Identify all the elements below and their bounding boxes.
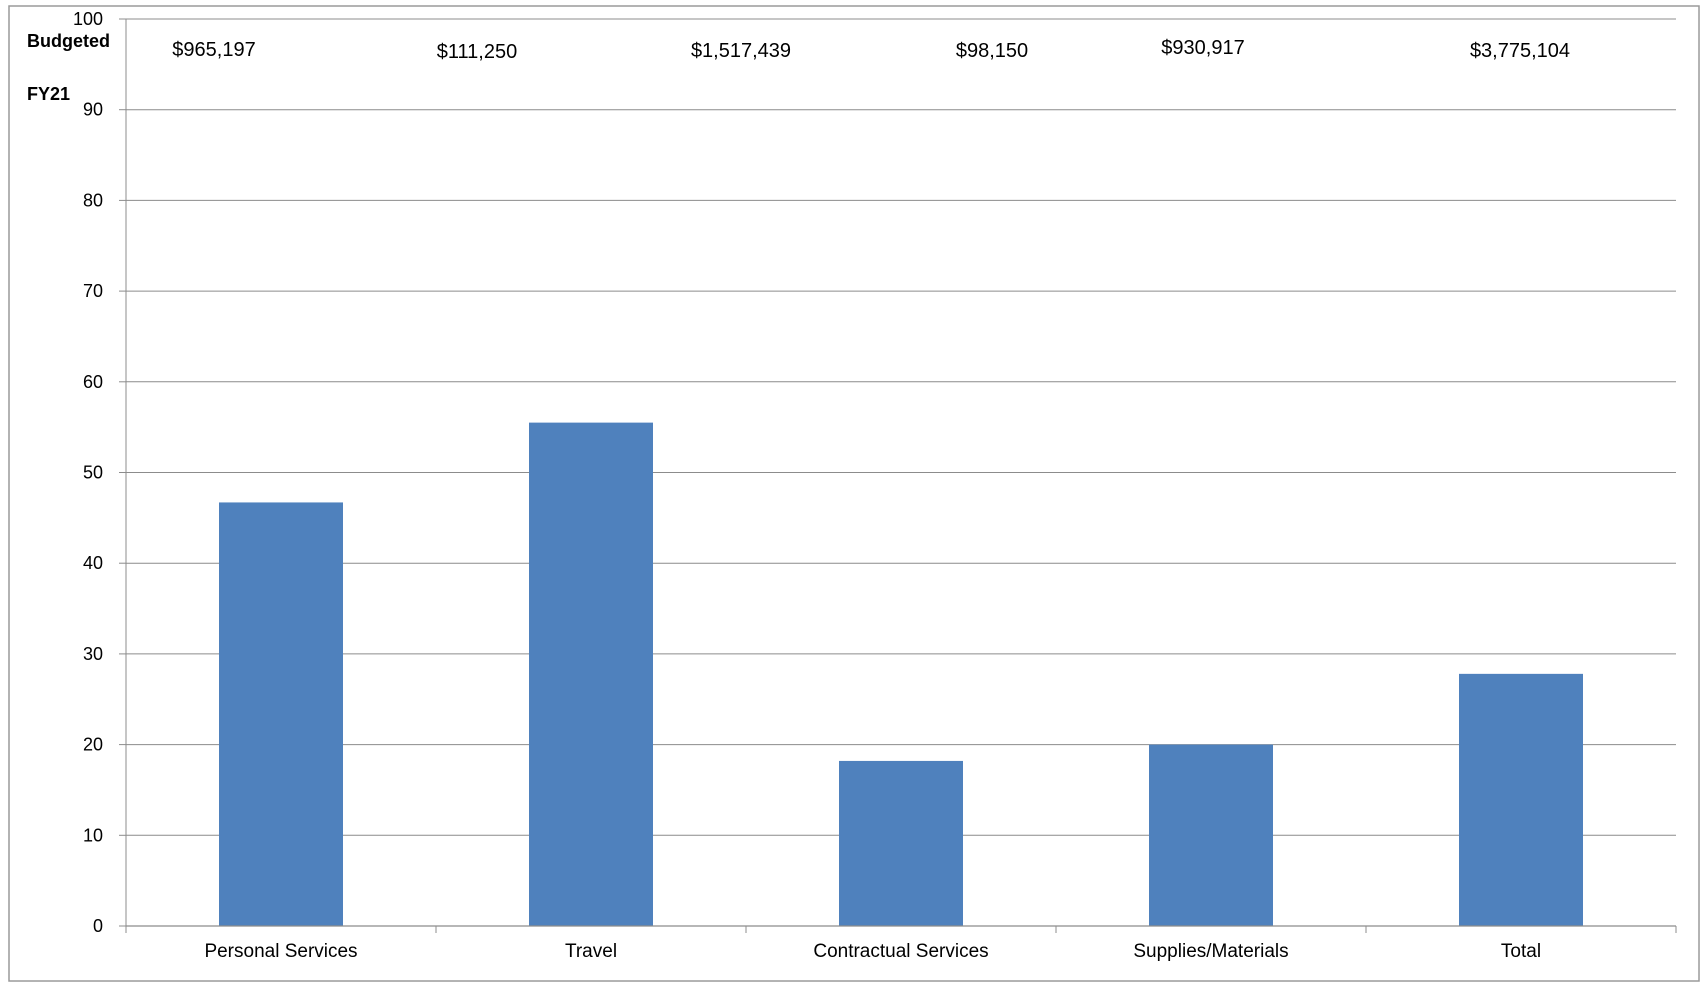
budget-value: $1,517,439 — [691, 40, 791, 62]
budget-value: $111,250 — [437, 41, 517, 63]
y-tick-label: 50 — [83, 463, 103, 483]
y-tick-label: 30 — [83, 644, 103, 664]
budget-value: $965,197 — [172, 39, 255, 61]
budget-row: $965,197 $111,250 $1,517,439 $98,150 $930,91… — [172, 37, 1570, 63]
bar — [219, 502, 343, 926]
y-tick-label: 60 — [83, 372, 103, 392]
budget-value: $930,917 — [1161, 37, 1244, 59]
bar — [529, 422, 653, 926]
x-tick-label: Total — [1501, 941, 1541, 962]
y-tick-label: 20 — [83, 735, 103, 755]
y-tick-label: 10 — [83, 825, 103, 845]
y-tick-label: 100 — [73, 9, 103, 29]
y-tick-label: 40 — [83, 553, 103, 573]
x-tick-label: Travel — [565, 941, 617, 962]
fy21-label: FY21 — [27, 84, 70, 104]
x-tick-label: Supplies/Materials — [1133, 941, 1288, 962]
bar — [839, 760, 963, 926]
y-tick-label: 90 — [83, 100, 103, 120]
y-tick-label: 0 — [93, 916, 103, 936]
x-tick-label: Personal Services — [204, 941, 357, 962]
budget-value: $98,150 — [956, 40, 1028, 62]
y-tick-label: 70 — [83, 281, 103, 301]
bar — [1149, 744, 1273, 926]
x-axis: Personal Services Travel Contractual Servi… — [125, 925, 1677, 962]
bars — [219, 422, 1583, 926]
gridlines — [126, 18, 1676, 836]
y-axis: 0 10 20 30 40 50 60 70 80 90 100 — [73, 9, 127, 936]
budgeted-label: Budgeted — [27, 31, 110, 51]
bar — [1459, 673, 1583, 926]
x-tick-label: Contractual Services — [813, 941, 988, 962]
budget-value: $3,775,104 — [1470, 40, 1570, 62]
y-tick-label: 80 — [83, 190, 103, 210]
